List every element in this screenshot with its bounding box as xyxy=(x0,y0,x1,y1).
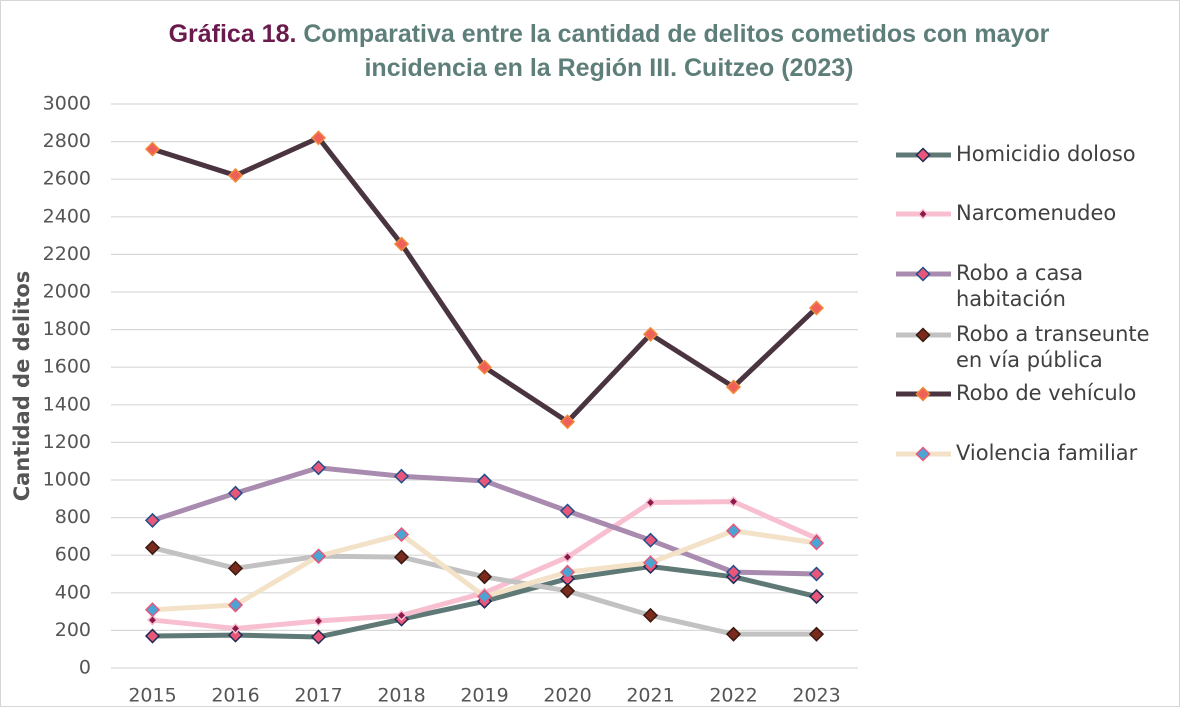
x-tick-label: 2022 xyxy=(709,685,757,707)
legend-label: Robo a casa habitación xyxy=(956,261,1084,311)
data-point xyxy=(227,597,244,613)
data-point xyxy=(642,532,659,548)
data-point xyxy=(561,551,574,563)
data-point xyxy=(725,626,742,642)
title-label: Gráfica 18. xyxy=(168,20,297,48)
data-point xyxy=(725,379,742,395)
data-point xyxy=(476,569,493,585)
y-tick-label: 600 xyxy=(55,544,91,566)
y-tick-label: 400 xyxy=(55,581,91,603)
data-point xyxy=(559,583,576,599)
x-tick-label: 2020 xyxy=(543,685,591,707)
data-point xyxy=(393,468,410,484)
data-point xyxy=(808,300,825,316)
y-tick-label: 1000 xyxy=(43,469,91,491)
x-tick-label: 2023 xyxy=(792,685,840,707)
y-tick-label: 800 xyxy=(55,506,91,528)
y-tick-label: 2000 xyxy=(43,281,91,303)
data-point xyxy=(559,503,576,519)
data-point xyxy=(393,526,410,543)
legend-marker xyxy=(917,208,929,220)
legend-label: Robo de vehículo xyxy=(956,381,1137,405)
data-point xyxy=(393,549,410,565)
chart-title: Gráfica 18. Comparativa entre la cantida… xyxy=(159,17,1059,85)
y-tick-label: 2600 xyxy=(43,168,91,190)
data-point xyxy=(808,566,825,582)
data-point xyxy=(144,628,161,644)
data-point xyxy=(227,560,244,576)
data-point xyxy=(393,236,410,252)
y-tick-label: 3000 xyxy=(43,93,91,115)
data-point xyxy=(146,614,159,626)
data-point xyxy=(310,629,327,645)
data-point xyxy=(725,564,742,580)
data-point xyxy=(144,141,161,157)
title-text: Comparativa entre la cantidad de delitos… xyxy=(303,20,1050,82)
y-axis-label: Cantidad de delitos xyxy=(10,271,34,502)
legend-label: Violencia familiar xyxy=(956,441,1138,465)
data-point xyxy=(559,564,576,580)
y-tick-label: 200 xyxy=(55,619,91,641)
y-tick-label: 2800 xyxy=(43,130,91,152)
data-point xyxy=(144,512,161,528)
data-point xyxy=(227,485,244,501)
data-point xyxy=(144,602,161,618)
legend-label: Robo a transeunte en vía pública xyxy=(956,322,1150,372)
y-tick-label: 1400 xyxy=(43,393,91,415)
data-point xyxy=(642,555,659,571)
legend-label: Homicidio doloso xyxy=(956,142,1136,166)
data-point xyxy=(310,548,327,564)
x-tick-label: 2016 xyxy=(211,685,259,707)
data-point xyxy=(808,535,825,551)
data-point xyxy=(229,622,242,635)
data-point xyxy=(644,496,657,509)
data-point xyxy=(808,626,825,642)
data-point xyxy=(227,627,244,643)
data-point xyxy=(144,540,161,556)
data-point xyxy=(476,359,493,375)
series-line xyxy=(151,135,819,425)
data-point xyxy=(227,167,244,184)
y-tick-label: 1800 xyxy=(43,318,91,340)
legend-marker xyxy=(915,147,931,163)
x-tick-label: 2015 xyxy=(128,685,176,707)
legend-marker xyxy=(915,266,931,282)
legend-label: Narcomenudeo xyxy=(956,201,1117,225)
data-point xyxy=(395,609,408,621)
y-tick-label: 1600 xyxy=(43,356,91,378)
data-point xyxy=(727,496,740,508)
x-tick-label: 2017 xyxy=(294,685,342,707)
data-point xyxy=(312,615,325,627)
data-point xyxy=(310,130,327,146)
x-tick-label: 2018 xyxy=(377,685,425,707)
data-point xyxy=(642,326,659,342)
data-point xyxy=(476,588,493,605)
y-tick-label: 2200 xyxy=(43,243,91,265)
data-point xyxy=(559,414,576,430)
data-point xyxy=(808,588,825,605)
legend-marker xyxy=(915,327,931,343)
x-tick-label: 2021 xyxy=(626,685,674,707)
x-tick-label: 2019 xyxy=(460,685,508,707)
y-tick-label: 0 xyxy=(79,657,91,679)
legend-marker xyxy=(915,446,931,462)
data-point xyxy=(310,460,327,476)
y-tick-label: 2400 xyxy=(43,205,91,227)
data-point xyxy=(476,473,493,489)
data-point xyxy=(642,607,659,623)
legend-marker xyxy=(915,386,931,402)
data-point xyxy=(725,523,742,539)
y-tick-label: 1200 xyxy=(43,431,91,453)
